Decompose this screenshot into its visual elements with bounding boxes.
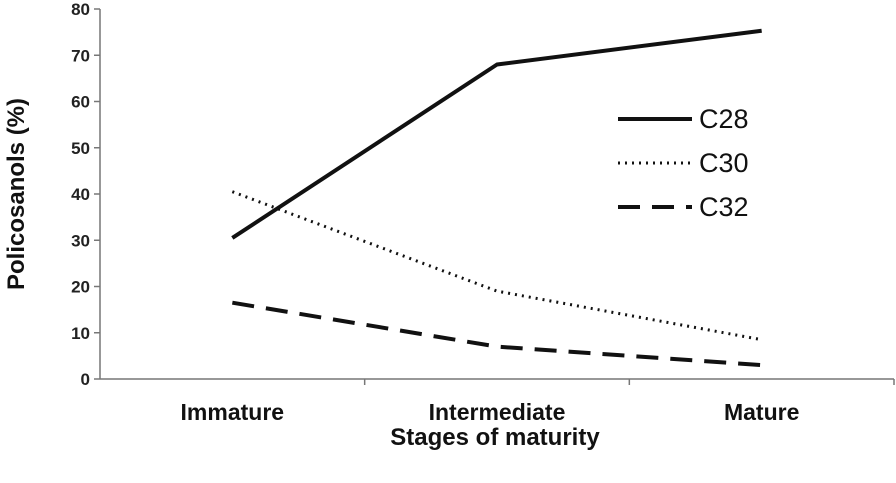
x-axis-title: Stages of maturity: [390, 424, 600, 451]
y-tick-label: 80: [71, 0, 90, 19]
y-axis-title: Policosanols (%): [3, 98, 30, 290]
y-tick-label: 40: [71, 185, 90, 204]
y-tick-label: 30: [71, 231, 90, 250]
x-category-label: Immature: [181, 399, 285, 425]
series-line-c28: [231, 28, 762, 240]
x-axis-ticks: Immature Intermediate Mature: [181, 379, 895, 425]
y-tick-label: 70: [71, 46, 90, 65]
y-tick-label: 0: [81, 370, 90, 389]
series-layer: [231, 28, 762, 368]
y-tick-label: 50: [71, 139, 90, 158]
y-axis-ticks: 0 10 20 30 40 50 60 70 80: [71, 0, 100, 389]
x-category-label: Intermediate: [429, 399, 566, 425]
legend-label-c32: C32: [699, 192, 749, 222]
x-category-label: Mature: [724, 399, 799, 425]
y-tick-label: 10: [71, 324, 90, 343]
series-line-c30: [231, 190, 762, 342]
legend: C28 C30 C32: [618, 104, 749, 222]
legend-label-c28: C28: [699, 104, 749, 134]
y-tick-label: 20: [71, 278, 90, 297]
series-line-c32: [232, 300, 762, 368]
y-tick-label: 60: [71, 93, 90, 112]
legend-label-c30: C30: [699, 148, 749, 178]
